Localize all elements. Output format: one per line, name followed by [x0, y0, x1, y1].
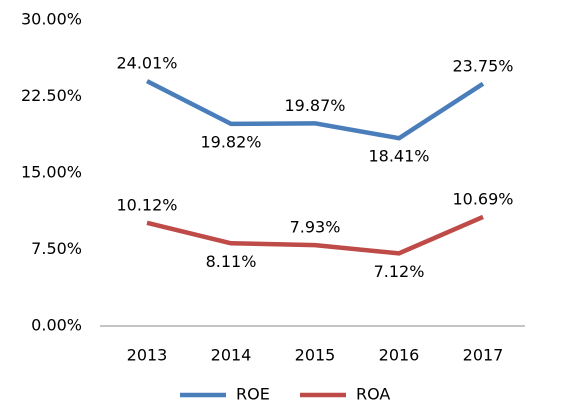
- data-label: 24.01%: [116, 54, 177, 73]
- x-tick-label: 2013: [127, 346, 168, 365]
- data-label: 7.12%: [374, 262, 425, 281]
- data-label: 10.69%: [452, 189, 513, 208]
- line-series: [145, 79, 485, 141]
- data-label: 10.12%: [116, 195, 177, 214]
- data-label: 23.75%: [452, 56, 513, 75]
- x-tick-label: 2014: [211, 346, 252, 365]
- data-label: 19.82%: [200, 132, 261, 151]
- data-label: 8.11%: [206, 252, 257, 271]
- x-tick-label: 2017: [463, 346, 504, 365]
- y-tick-label: 7.50%: [31, 239, 82, 258]
- x-tick-label: 2016: [379, 346, 420, 365]
- legend-label: ROA: [356, 385, 390, 404]
- y-tick-label: 22.50%: [21, 86, 82, 105]
- y-tick-label: 30.00%: [21, 10, 82, 29]
- data-label: 19.87%: [284, 96, 345, 115]
- x-tick-label: 2015: [295, 346, 336, 365]
- y-tick-label: 0.00%: [31, 316, 82, 335]
- data-label: 18.41%: [368, 147, 429, 166]
- data-label: 7.93%: [290, 218, 341, 237]
- y-tick-label: 15.00%: [21, 163, 82, 182]
- line-series: [146, 214, 484, 256]
- legend-label: ROE: [236, 385, 270, 404]
